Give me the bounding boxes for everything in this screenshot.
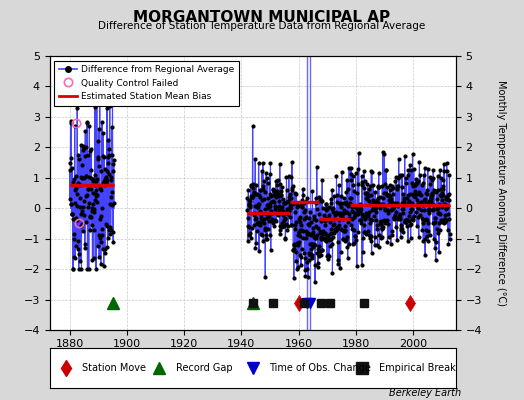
Text: MORGANTOWN MUNICIPAL AP: MORGANTOWN MUNICIPAL AP [134, 10, 390, 25]
Text: Record Gap: Record Gap [176, 363, 232, 373]
Text: Station Move: Station Move [82, 363, 146, 373]
Text: Berkeley Earth: Berkeley Earth [389, 388, 461, 398]
Legend: Difference from Regional Average, Quality Control Failed, Estimated Station Mean: Difference from Regional Average, Qualit… [54, 60, 239, 106]
Text: Difference of Station Temperature Data from Regional Average: Difference of Station Temperature Data f… [99, 21, 425, 31]
Text: Empirical Break: Empirical Break [379, 363, 455, 373]
Y-axis label: Monthly Temperature Anomaly Difference (°C): Monthly Temperature Anomaly Difference (… [496, 80, 506, 306]
Text: Time of Obs. Change: Time of Obs. Change [269, 363, 371, 373]
